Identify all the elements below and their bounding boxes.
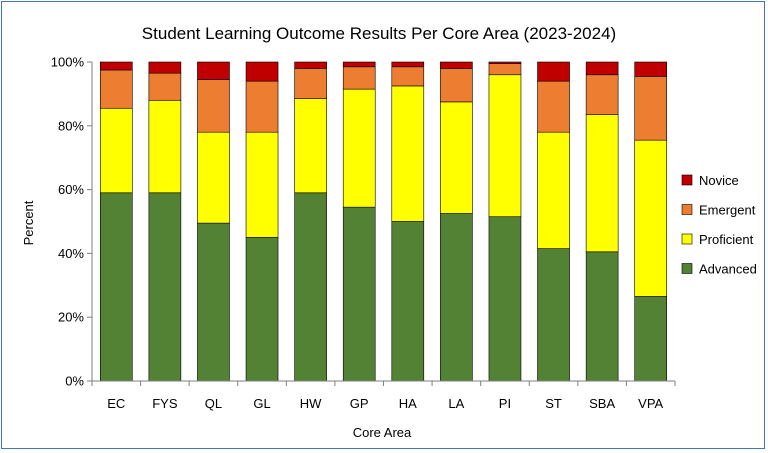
legend: Novice Emergent Proficient Advanced	[681, 173, 757, 277]
x-tick-label: PI	[499, 396, 511, 411]
x-tick-label: QL	[205, 396, 222, 411]
bar-segment-proficient-hw	[294, 98, 327, 194]
bar-segment-proficient-la	[440, 101, 473, 214]
legend-label-advanced: Advanced	[699, 262, 757, 277]
bar-segment-proficient-ha	[391, 85, 425, 222]
bars-group	[99, 61, 668, 382]
bar-segment-proficient-ql	[197, 131, 230, 224]
bar-segment-novice-hw	[294, 61, 327, 69]
bar-segment-proficient-gp	[342, 88, 376, 208]
bar-segment-proficient-fys	[148, 99, 182, 194]
legend-swatch-novice	[681, 174, 693, 186]
bar-segment-advanced-la	[440, 213, 473, 382]
x-axis-ticks: EC FYS QL GL HW GP HA LA PI ST SBA VPA	[91, 381, 676, 411]
bar-segment-emergent-vpa	[634, 76, 668, 141]
bar-segment-emergent-st	[537, 80, 570, 133]
bar-segment-advanced-hw	[294, 192, 327, 382]
x-tick-label: HW	[300, 396, 322, 411]
x-tick-label: GP	[350, 396, 369, 411]
y-axis-label: Percent	[21, 200, 36, 245]
bar-segment-novice-vpa	[634, 61, 668, 77]
bar-segment-advanced-vpa	[634, 296, 668, 382]
bar-segment-novice-pi	[488, 61, 522, 64]
bar-segment-advanced-ql	[197, 222, 230, 382]
bar-segment-emergent-gp	[342, 66, 376, 90]
bar-segment-advanced-fys	[148, 192, 182, 382]
bar-segment-advanced-ec	[99, 192, 133, 382]
legend-label-emergent: Emergent	[699, 203, 756, 218]
x-tick-label: HA	[399, 396, 417, 411]
bar-segment-advanced-gp	[342, 206, 376, 382]
bar-segment-novice-fys	[148, 61, 182, 74]
bar-segment-proficient-gl	[245, 131, 279, 238]
bar-segment-emergent-sba	[585, 74, 619, 115]
bar-segment-novice-ec	[99, 61, 133, 71]
bar-segment-proficient-ec	[99, 107, 133, 194]
bar-segment-advanced-ha	[391, 221, 425, 382]
bar-segment-novice-la	[440, 61, 473, 69]
bar-segment-advanced-sba	[585, 251, 619, 382]
y-tick-label: 60%	[58, 182, 84, 197]
bar-segment-emergent-fys	[148, 72, 182, 101]
bar-segment-proficient-sba	[585, 114, 619, 253]
x-tick-label: ST	[545, 396, 562, 411]
x-tick-label: FYS	[152, 396, 178, 411]
stacked-bar-chart: Student Learning Outcome Results Per Cor…	[21, 24, 757, 440]
chart-title: Student Learning Outcome Results Per Cor…	[142, 24, 616, 43]
y-tick-label: 40%	[58, 246, 84, 261]
axes-group	[91, 62, 675, 382]
x-tick-label: VPA	[638, 396, 663, 411]
bar-segment-novice-sba	[585, 61, 619, 76]
bar-segment-emergent-hw	[294, 68, 327, 99]
bar-segment-novice-gl	[245, 61, 279, 82]
bar-segment-advanced-pi	[488, 216, 522, 382]
legend-label-proficient: Proficient	[699, 232, 754, 247]
bar-segment-novice-ql	[197, 61, 230, 80]
y-tick-label: 80%	[58, 118, 84, 133]
x-tick-label: GL	[253, 396, 270, 411]
y-tick-label: 0%	[65, 374, 84, 389]
x-tick-label: SBA	[589, 396, 615, 411]
legend-label-novice: Novice	[699, 173, 739, 188]
bar-segment-emergent-la	[440, 68, 473, 103]
bar-segment-emergent-ec	[99, 69, 133, 109]
x-axis-label: Core Area	[353, 425, 412, 440]
bar-segment-proficient-vpa	[634, 139, 668, 297]
legend-swatch-emergent	[681, 204, 693, 215]
bar-segment-proficient-pi	[488, 74, 522, 218]
y-tick-label: 20%	[58, 310, 84, 325]
bar-segment-advanced-gl	[245, 237, 279, 382]
bar-segment-emergent-pi	[488, 63, 522, 76]
y-axis-ticks: 0% 20% 40% 60% 80% 100%	[51, 55, 92, 389]
x-tick-label: LA	[448, 396, 464, 411]
bar-segment-novice-ha	[391, 61, 425, 68]
bar-segment-novice-st	[537, 61, 570, 82]
bar-segment-advanced-st	[537, 248, 570, 382]
bar-segment-novice-gp	[342, 61, 376, 68]
legend-swatch-advanced	[681, 263, 693, 274]
bar-segment-emergent-ha	[391, 66, 425, 87]
y-tick-label: 100%	[51, 55, 85, 70]
legend-swatch-proficient	[681, 233, 693, 245]
bar-segment-emergent-gl	[245, 80, 279, 133]
x-tick-label: EC	[107, 396, 125, 411]
bar-segment-proficient-st	[537, 131, 570, 249]
bar-segment-emergent-ql	[197, 79, 230, 133]
